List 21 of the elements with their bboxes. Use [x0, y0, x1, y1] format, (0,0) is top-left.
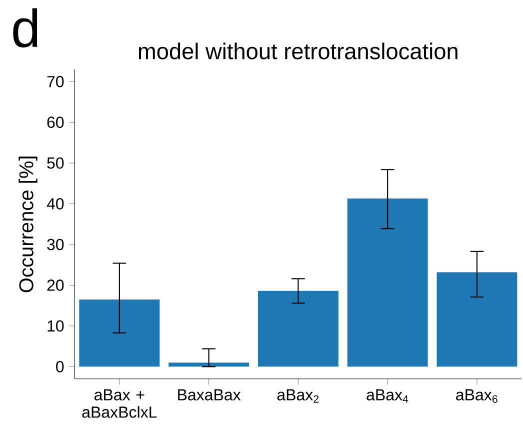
y-tick-label: 30: [47, 238, 64, 250]
y-tick-label: 20: [47, 279, 64, 291]
y-tick-label: 40: [46, 198, 64, 210]
bar: [347, 198, 428, 367]
chart-title: model without retrotranslocation: [138, 42, 458, 60]
y-tick-label: 70: [47, 76, 64, 88]
y-axis-title: Occurrence [%]: [18, 156, 38, 292]
x-tick-label: aBax$_{6}$: [456, 389, 498, 403]
x-tick-label: aBax$_{2}$: [277, 389, 319, 403]
bar: [168, 362, 250, 367]
y-tick-label: 60: [47, 116, 64, 128]
text: d: [13, 8, 38, 48]
bar: [258, 290, 338, 367]
x-tick-label: BaxaBax: [178, 389, 241, 400]
x-tick-label: aBax$_{4}$: [366, 389, 408, 403]
bar: [79, 299, 160, 367]
y-tick-label: 10: [48, 320, 64, 332]
bar: [436, 272, 518, 367]
y-tick-label: 0: [56, 360, 64, 372]
x-tick-label: aBax + aBaxBclxL: [82, 389, 157, 418]
y-tick-label: 50: [47, 157, 64, 169]
